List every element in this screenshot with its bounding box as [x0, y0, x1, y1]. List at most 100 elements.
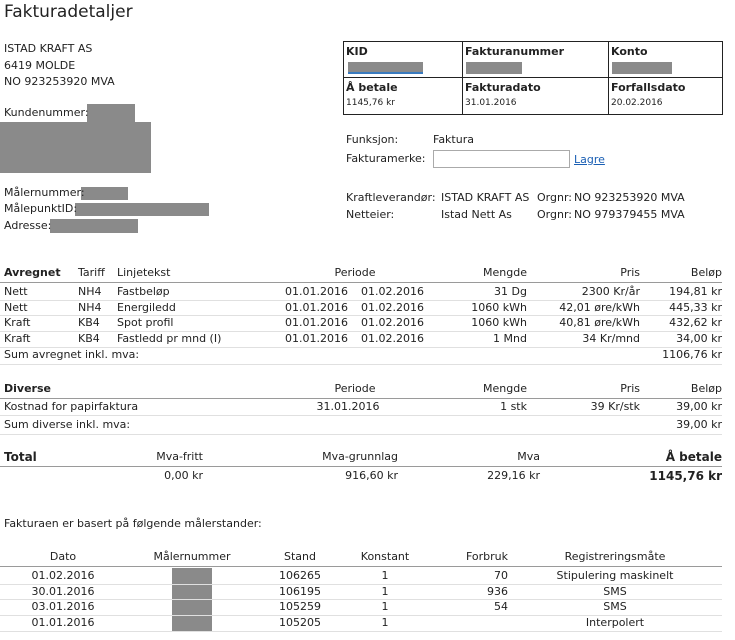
redaction [81, 187, 128, 200]
box-cell [463, 78, 609, 114]
separator [0, 566, 722, 567]
table-cell: 01.01.2016 [285, 332, 348, 346]
table-cell: Kraft [4, 332, 31, 346]
party-role: Kraftleverandør: [346, 191, 436, 204]
table-cell: 01.01.2016 [285, 300, 348, 314]
box-cell [344, 78, 463, 114]
table-cell: Interpolert [585, 616, 645, 630]
total-value: 916,60 kr [345, 469, 398, 482]
total-value: 0,00 kr [164, 469, 203, 482]
invoice-marker-input[interactable] [433, 150, 570, 168]
separator [0, 299, 722, 301]
table-cell: NH4 [78, 300, 102, 314]
table-cell: 01.02.2016 [361, 332, 424, 346]
table-cell: 432,62 kr [669, 316, 722, 330]
column-header: Linjetekst [117, 266, 171, 279]
table-cell: 01.01.2016 [285, 316, 348, 330]
table-cell: 1 Mnd [493, 332, 527, 346]
field-value: Faktura [433, 133, 474, 146]
table-cell: 1 [381, 600, 389, 614]
table-cell: Energiledd [117, 300, 176, 314]
total-value: 229,16 kr [487, 469, 540, 482]
party-role: Netteier: [346, 208, 395, 221]
separator [0, 315, 722, 317]
box-value: 1145,76 kr [346, 98, 395, 108]
column-header: Periode [334, 266, 376, 279]
table-cell: Kostnad for papirfaktura [4, 400, 139, 413]
table-cell: Fastbeløp [117, 285, 170, 298]
column-header: Beløp [690, 266, 722, 279]
sum-label: Sum diverse inkl. mva: [4, 418, 131, 431]
table-cell: 01.02.2016 [361, 316, 424, 330]
box-label: KID [346, 45, 368, 58]
address-line: NO 923253920 MVA [4, 75, 115, 88]
table-cell: 106195 [279, 584, 321, 598]
separator [0, 364, 722, 365]
redaction [87, 104, 135, 122]
table-cell: Spot profil [117, 316, 174, 330]
table-cell: Stipulering maskinelt [556, 569, 674, 582]
column-header: Periode [334, 382, 376, 395]
box-value: 31.01.2016 [465, 98, 517, 108]
separator [0, 282, 722, 283]
table-cell: 1 [381, 569, 389, 582]
column-header: Tariff [78, 266, 105, 279]
table-cell: NH4 [78, 285, 102, 298]
table-cell: 03.01.2016 [31, 600, 95, 614]
orgnr-label: Orgnr: [537, 208, 572, 221]
table-cell: SMS [603, 600, 627, 614]
table-cell: 34,00 kr [676, 332, 722, 346]
table-cell: Nett [4, 285, 28, 298]
table-cell: 1060 kWh [471, 300, 527, 314]
box-cell [609, 42, 722, 78]
save-link[interactable]: Lagre [574, 153, 605, 166]
field-label: Adresse: [4, 219, 52, 232]
table-cell: 31.01.2016 [316, 400, 380, 413]
separator [0, 415, 722, 416]
table-cell: 01.01.2016 [285, 285, 348, 298]
table-cell: 42,01 øre/kWh [559, 300, 640, 314]
column-header: Pris [620, 266, 640, 279]
redaction [75, 203, 209, 216]
separator [0, 599, 722, 601]
separator [0, 630, 722, 632]
column-header: Registreringsmåte [564, 550, 666, 563]
table-cell: 1 stk [500, 400, 527, 413]
separator [0, 398, 722, 399]
separator [0, 583, 722, 585]
table-cell: 54 [494, 600, 508, 614]
orgnr: NO 979379455 MVA [574, 208, 685, 221]
separator [0, 330, 722, 332]
box-label: Forfallsdato [611, 81, 686, 94]
orgnr-label: Orgnr: [537, 191, 572, 204]
table-cell: Kraft [4, 316, 31, 330]
column-header: Mengde [483, 266, 527, 279]
field-label: Fakturamerke: [346, 152, 426, 165]
table-cell: 936 [487, 584, 508, 598]
box-label: Fakturanummer [465, 45, 565, 58]
page-title: Fakturadetaljer [4, 2, 133, 22]
table-cell: SMS [603, 584, 627, 598]
table-cell: 1 [381, 616, 389, 630]
box-label: Konto [611, 45, 648, 58]
table-cell: 01.02.2016 [31, 569, 95, 582]
table-cell: KB4 [78, 316, 100, 330]
table-cell: 106265 [279, 569, 321, 582]
column-header: Mva [517, 450, 540, 463]
column-header: Dato [49, 550, 77, 563]
party-name: ISTAD KRAFT AS [441, 191, 530, 204]
redaction [50, 219, 138, 233]
box-cell [463, 42, 609, 78]
address-line: ISTAD KRAFT AS [4, 42, 93, 55]
column-header: Beløp [690, 382, 722, 395]
box-value: 20.02.2016 [611, 98, 663, 108]
table-cell: 40,81 øre/kWh [559, 316, 640, 330]
field-label: Kundenummer: [4, 106, 89, 119]
column-header: Mva-grunnlag [322, 450, 398, 463]
redaction [0, 122, 151, 173]
box-label: Fakturadato [465, 81, 541, 94]
table-cell: Fastledd pr mnd (I) [117, 332, 222, 346]
meter-note: Fakturaen er basert på følgende målersta… [4, 517, 262, 530]
column-header: Pris [620, 382, 640, 395]
